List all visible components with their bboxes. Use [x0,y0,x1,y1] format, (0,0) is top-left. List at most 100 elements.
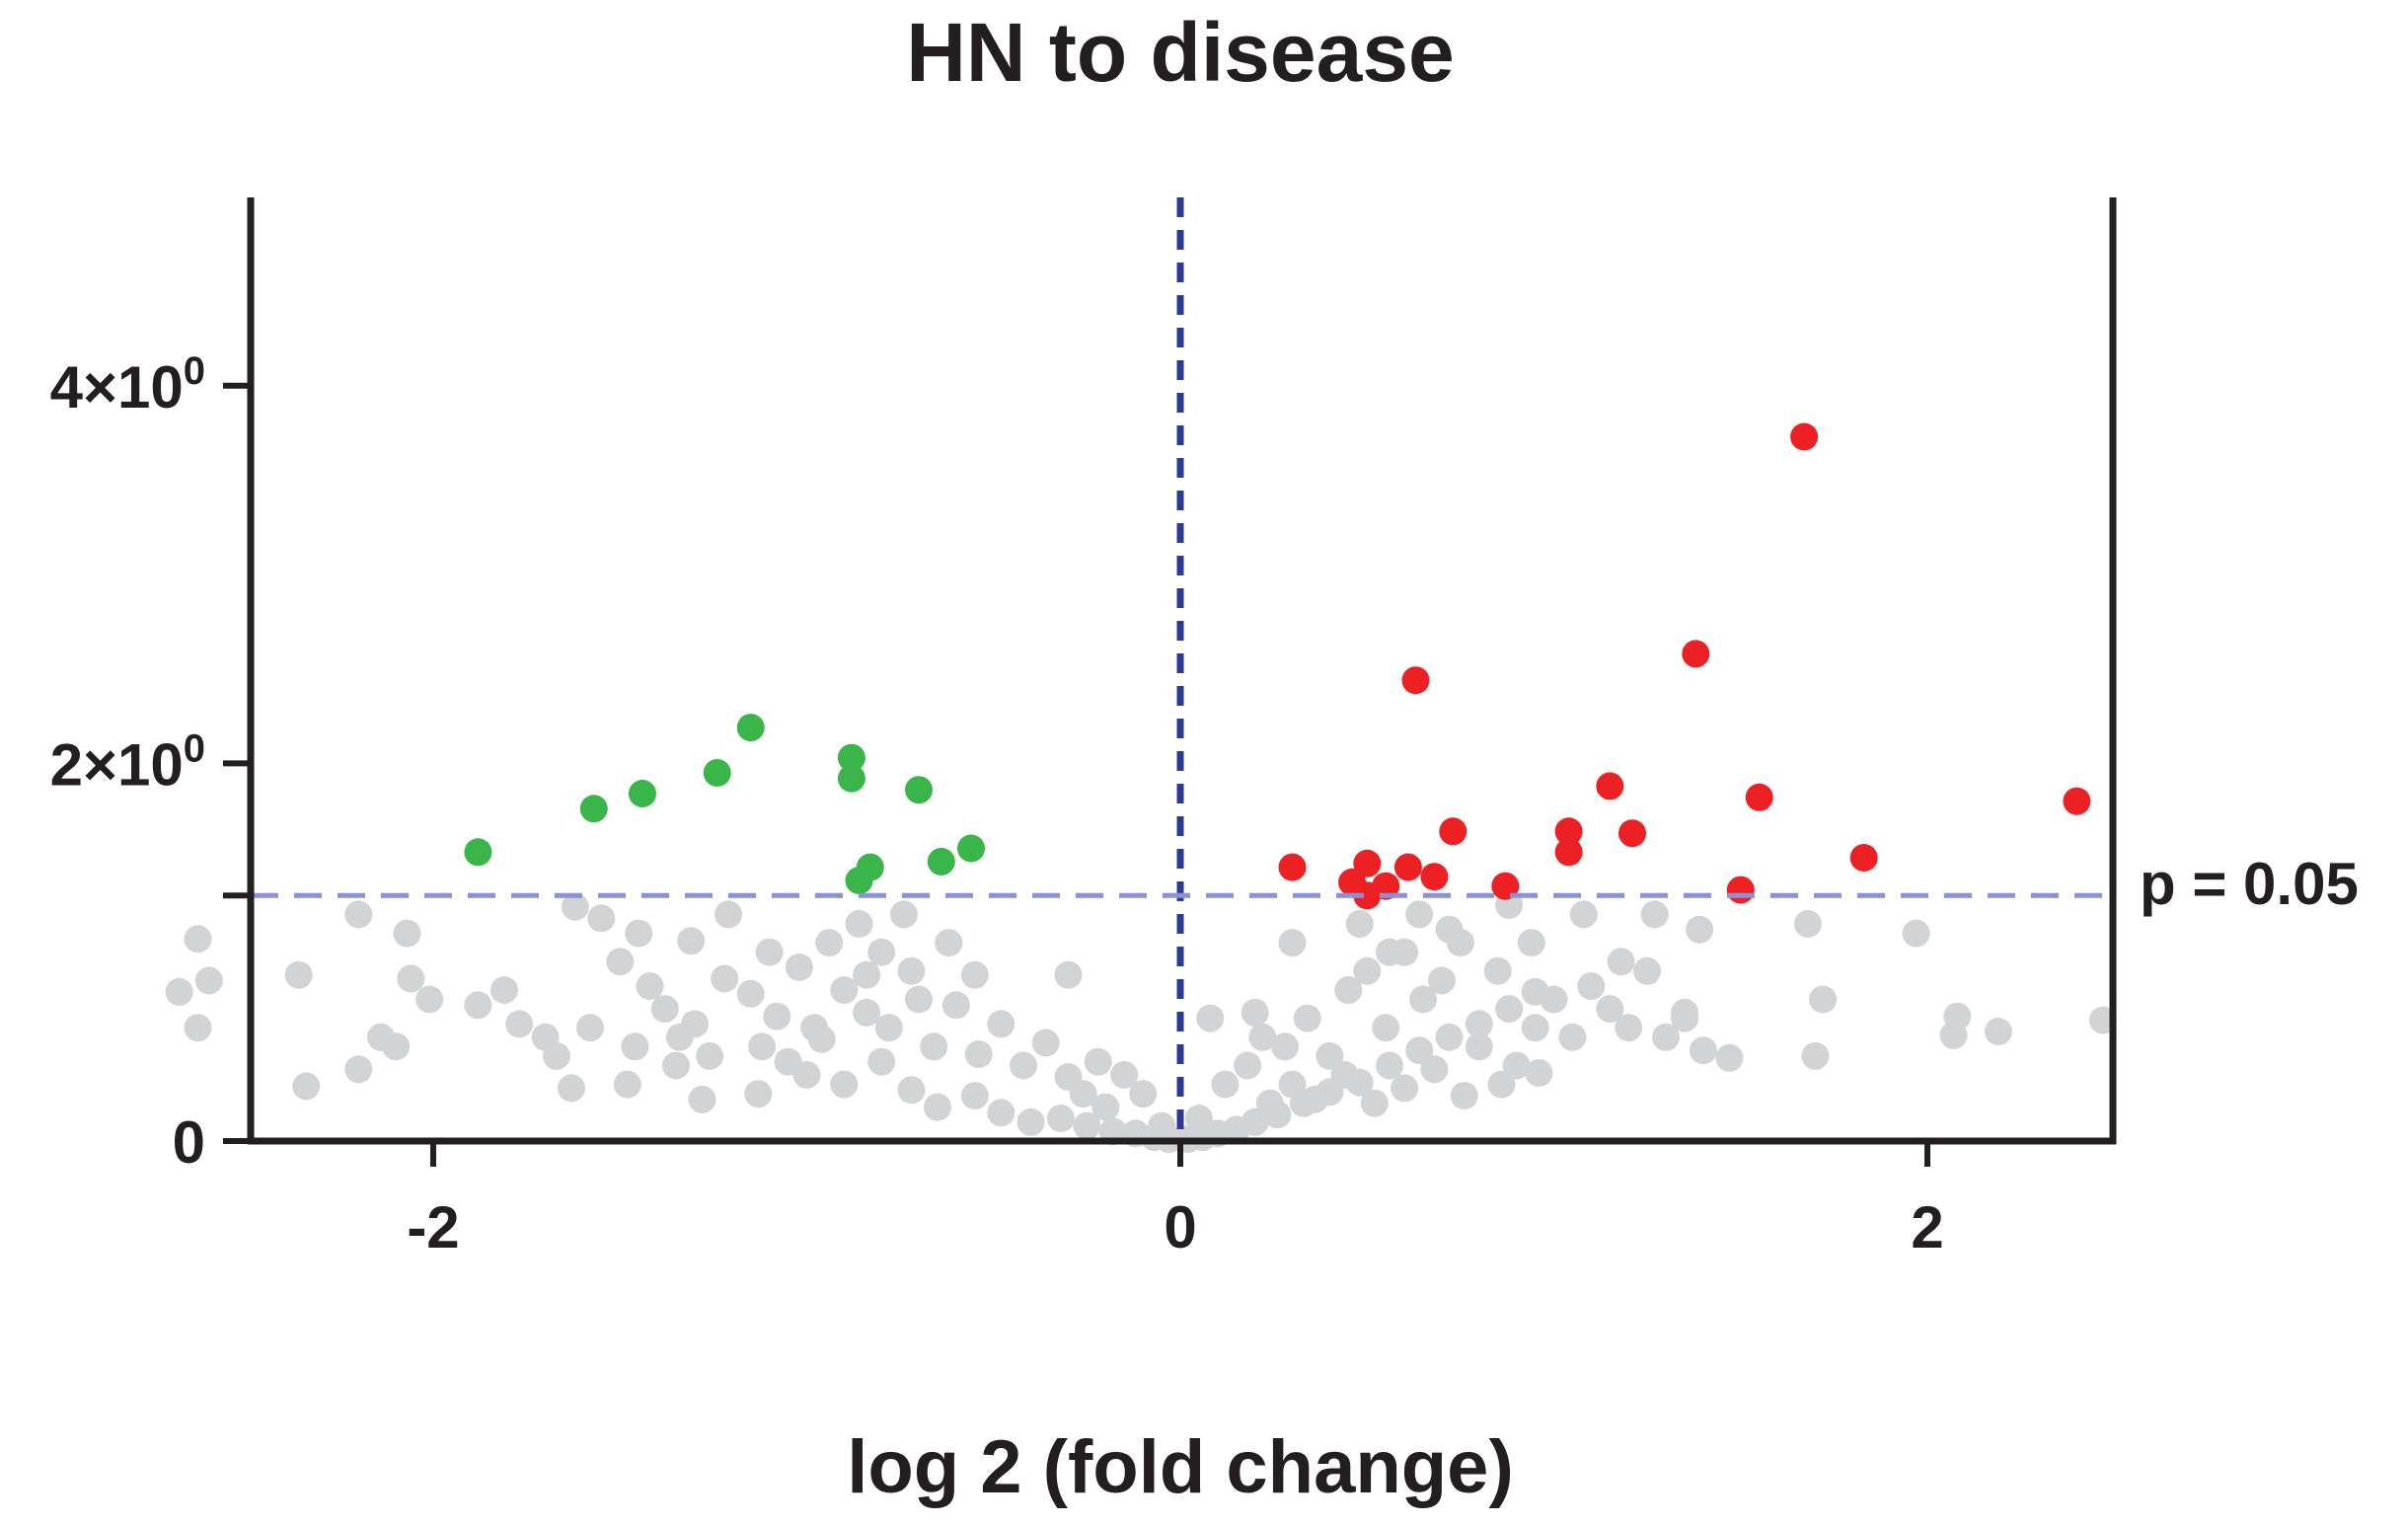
not-significant-point [1577,972,1606,1001]
not-significant-point [920,1032,948,1061]
not-significant-point [987,1099,1016,1127]
not-significant-point [853,998,881,1027]
not-significant-point [677,927,706,955]
downregulated-point [845,867,873,894]
upregulated-point [1353,881,1382,910]
not-significant-point [1129,1080,1158,1108]
not-significant-point [1372,1014,1400,1042]
not-significant-point [561,892,589,921]
not-significant-point [344,1055,373,1084]
not-significant-point [415,985,444,1014]
not-significant-point [1148,1111,1176,1140]
not-significant-point [1420,1055,1449,1084]
y-tick-label: 4×100 [50,349,205,420]
not-significant-point [830,1070,859,1099]
not-significant-point [1428,966,1456,995]
not-significant-point [1615,1014,1643,1042]
not-significant-point [650,995,679,1024]
not-significant-point [696,1041,724,1070]
not-significant-point [665,1023,694,1051]
downregulated-point [579,795,608,823]
not-significant-point [284,960,313,989]
not-significant-point [1502,1051,1531,1080]
not-significant-point [941,991,970,1020]
not-significant-point [1671,998,1698,1027]
upregulated-point [1745,783,1773,811]
not-significant-point [874,1014,903,1042]
not-significant-point [1196,1004,1225,1032]
not-significant-point [558,1074,585,1103]
not-significant-point [1301,1085,1329,1113]
not-significant-point [867,938,896,966]
not-significant-point [1031,1029,1060,1057]
not-significant-point [1558,1023,1587,1051]
not-significant-point [1334,976,1363,1004]
not-significant-point [1016,1107,1045,1136]
upregulated-point [1596,772,1624,801]
not-significant-point [736,979,765,1008]
not-significant-point [636,972,664,1001]
not-significant-point [1640,900,1669,929]
not-significant-point [397,964,425,993]
upregulated-point [1554,817,1583,846]
not-significant-point [964,1040,993,1068]
downregulated-point [464,838,492,867]
not-significant-point [464,991,492,1020]
not-significant-point [576,1014,604,1042]
not-significant-point [1241,1107,1269,1136]
not-significant-point [1278,1070,1307,1099]
upregulated-point [1726,876,1755,904]
not-significant-point [905,985,933,1014]
downregulated-point [927,847,955,876]
not-significant-point [1435,1023,1464,1051]
not-significant-point [744,1080,773,1108]
y-tick-label: 2×100 [50,726,205,798]
not-significant-point [897,1076,926,1105]
not-significant-point [1234,1051,1262,1080]
not-significant-point [800,1014,829,1042]
downregulated-points [464,714,985,894]
not-significant-point [1376,938,1403,966]
not-significant-point [1330,1061,1359,1089]
not-significant-point [184,925,212,954]
not-significant-point [845,910,873,938]
not-significant-point [1495,995,1524,1024]
not-significant-point [715,900,742,929]
not-significant-point [830,976,859,1004]
not-significant-point [1405,1036,1434,1065]
downregulated-point [703,759,731,787]
not-significant-point [1809,985,1837,1014]
downregulated-point [837,764,865,793]
not-significant-point [1569,900,1598,929]
y-ticks: 0 2×100 4×100 [50,349,251,1176]
not-significant-point [853,960,881,989]
upregulated-point [1353,849,1382,877]
not-significant-point [889,900,918,929]
not-significant-point [344,900,373,929]
not-significant-point [1255,1089,1284,1117]
not-significant-point [1483,956,1512,985]
not-significant-point [1793,910,1822,938]
not-significant-point [194,966,223,995]
x-tick-label: -2 [407,1194,459,1260]
not-significant-point [1517,929,1545,957]
not-significant-point [613,1070,641,1099]
not-significant-point [1084,1047,1112,1076]
upregulated-point [1278,853,1307,881]
not-significant-point [1540,985,1568,1014]
not-significant-point [489,976,518,1004]
x-tick-label: 0 [1164,1194,1196,1260]
not-significant-point [1525,1059,1553,1088]
x-tick-label: 2 [1911,1194,1943,1260]
not-significant-point [1689,1036,1717,1065]
not-significant-point [1405,900,1434,929]
not-significant-point [165,977,193,1006]
not-significant-point [897,956,926,985]
not-significant-point [1465,1032,1493,1061]
y-tick-label: 0 [173,1109,205,1176]
threshold-label: p = 0.05 [2140,851,2359,917]
not-significant-point [1450,1082,1478,1110]
not-significant-point [1391,1074,1419,1103]
upregulated-point [1439,817,1467,846]
not-significant-point [960,1082,989,1110]
